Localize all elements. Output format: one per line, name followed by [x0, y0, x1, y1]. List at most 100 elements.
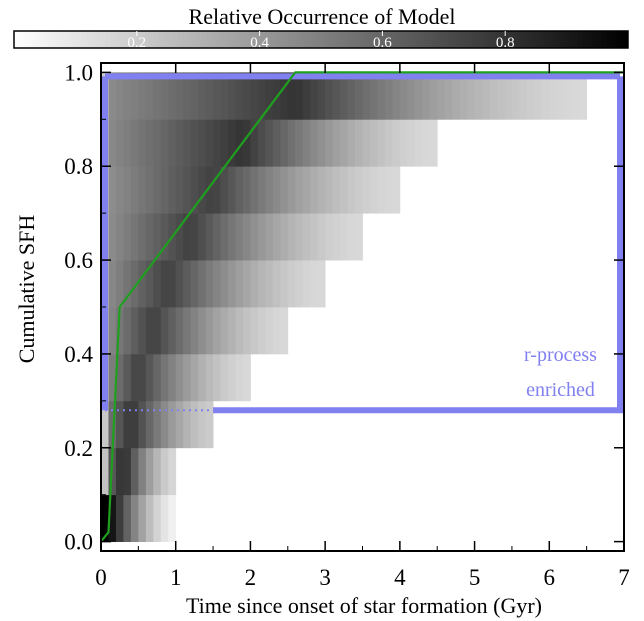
heatmap-cell [392, 72, 400, 119]
heatmap-cell [512, 72, 520, 119]
heatmap-cell [183, 119, 191, 166]
heatmap-cell [116, 401, 124, 448]
heatmap-cell [348, 166, 356, 213]
heatmap-cell [243, 213, 251, 260]
heatmap-cell [280, 213, 288, 260]
heatmap-cell [116, 495, 124, 542]
heatmap-cell [206, 307, 214, 354]
heatmap-cell [198, 213, 206, 260]
heatmap-cell [191, 401, 199, 448]
heatmap-cell [153, 354, 161, 401]
y-tick-label: 0.2 [64, 436, 93, 461]
x-tick-label: 2 [245, 565, 257, 590]
heatmap-cell [153, 495, 161, 542]
heatmap-cell [288, 166, 296, 213]
heatmap-cell [467, 72, 475, 119]
heatmap-cell [213, 213, 221, 260]
heatmap-cell [422, 72, 430, 119]
colorbar-tick-label: 0.2 [127, 35, 146, 51]
heatmap-cell [183, 307, 191, 354]
heatmap-cell [318, 260, 326, 307]
heatmap-cell [310, 72, 318, 119]
heatmap-cell [325, 213, 333, 260]
y-tick-label: 0.6 [64, 248, 93, 273]
heatmap-cell [280, 307, 288, 354]
heatmap-cell [123, 307, 131, 354]
heatmap-cell [198, 166, 206, 213]
heatmap-cell [325, 166, 333, 213]
heatmap-cell [363, 119, 371, 166]
heatmap-cell [123, 72, 131, 119]
heatmap-cell [138, 166, 146, 213]
heatmap-cell [377, 166, 385, 213]
heatmap-cell [407, 72, 415, 119]
heatmap-cell [161, 307, 169, 354]
heatmap-cell [303, 72, 311, 119]
heatmap-cell [176, 307, 184, 354]
heatmap-cell [161, 119, 169, 166]
heatmap-cell [243, 354, 251, 401]
heatmap-cell [191, 260, 199, 307]
heatmap-cell [138, 260, 146, 307]
heatmap-cell [250, 307, 258, 354]
heatmap-cell [183, 401, 191, 448]
heatmap-cell [116, 260, 124, 307]
y-axis-label: Cumulative SFH [14, 215, 39, 364]
heatmap-cell [250, 166, 258, 213]
heatmap-cell [250, 260, 258, 307]
heatmap-cell [534, 72, 542, 119]
heatmap-cell [131, 72, 139, 119]
heatmap-cell [213, 260, 221, 307]
heatmap-cell [310, 260, 318, 307]
heatmap-cell [138, 401, 146, 448]
x-tick-label: 3 [319, 565, 331, 590]
heatmap-cell [138, 495, 146, 542]
heatmap-cell [280, 260, 288, 307]
heatmap-cell [243, 307, 251, 354]
heatmap-cell [183, 354, 191, 401]
heatmap-cell [392, 119, 400, 166]
heatmap-cell [191, 213, 199, 260]
heatmap-cell [168, 307, 176, 354]
heatmap-cell [235, 213, 243, 260]
heatmap-cell [243, 72, 251, 119]
heatmap-cell [206, 401, 214, 448]
y-tick-label: 0.4 [64, 342, 93, 367]
heatmap-cell [415, 72, 423, 119]
heatmap-cell [273, 260, 281, 307]
heatmap-cell [116, 119, 124, 166]
heatmap-cell [191, 307, 199, 354]
heatmap-cell [318, 119, 326, 166]
heatmap-cell [273, 119, 281, 166]
heatmap-cell [176, 354, 184, 401]
heatmap-cell [437, 72, 445, 119]
colorbar: Relative Occurrence of Model 0.2 0.4 0.6 0.… [14, 4, 628, 51]
heatmap-cell [221, 119, 229, 166]
heatmap-cell [146, 72, 154, 119]
heatmap-cell [146, 119, 154, 166]
heatmap-cell [206, 213, 214, 260]
heatmap-cell [258, 307, 266, 354]
heatmap-cell [310, 119, 318, 166]
heatmap-cell [228, 354, 236, 401]
heatmap-cell [221, 72, 229, 119]
heatmap-cell [333, 166, 341, 213]
y-tick-label: 0.0 [64, 530, 93, 555]
heatmap-cell [295, 213, 303, 260]
heatmap-cell [168, 401, 176, 448]
heatmap-cell [340, 213, 348, 260]
heatmap-cell [161, 72, 169, 119]
heatmap-cell [295, 166, 303, 213]
heatmap-cell [116, 72, 124, 119]
heatmap-cell [138, 307, 146, 354]
heatmap-cell [123, 495, 131, 542]
heatmap-cell [146, 495, 154, 542]
heatmap-cell [340, 72, 348, 119]
colorbar-tick-label: 0.4 [250, 35, 269, 51]
heatmap-cell [340, 119, 348, 166]
heatmap-cell [325, 119, 333, 166]
heatmap-cell [146, 401, 154, 448]
heatmap-cell [333, 72, 341, 119]
heatmap-cell [191, 354, 199, 401]
